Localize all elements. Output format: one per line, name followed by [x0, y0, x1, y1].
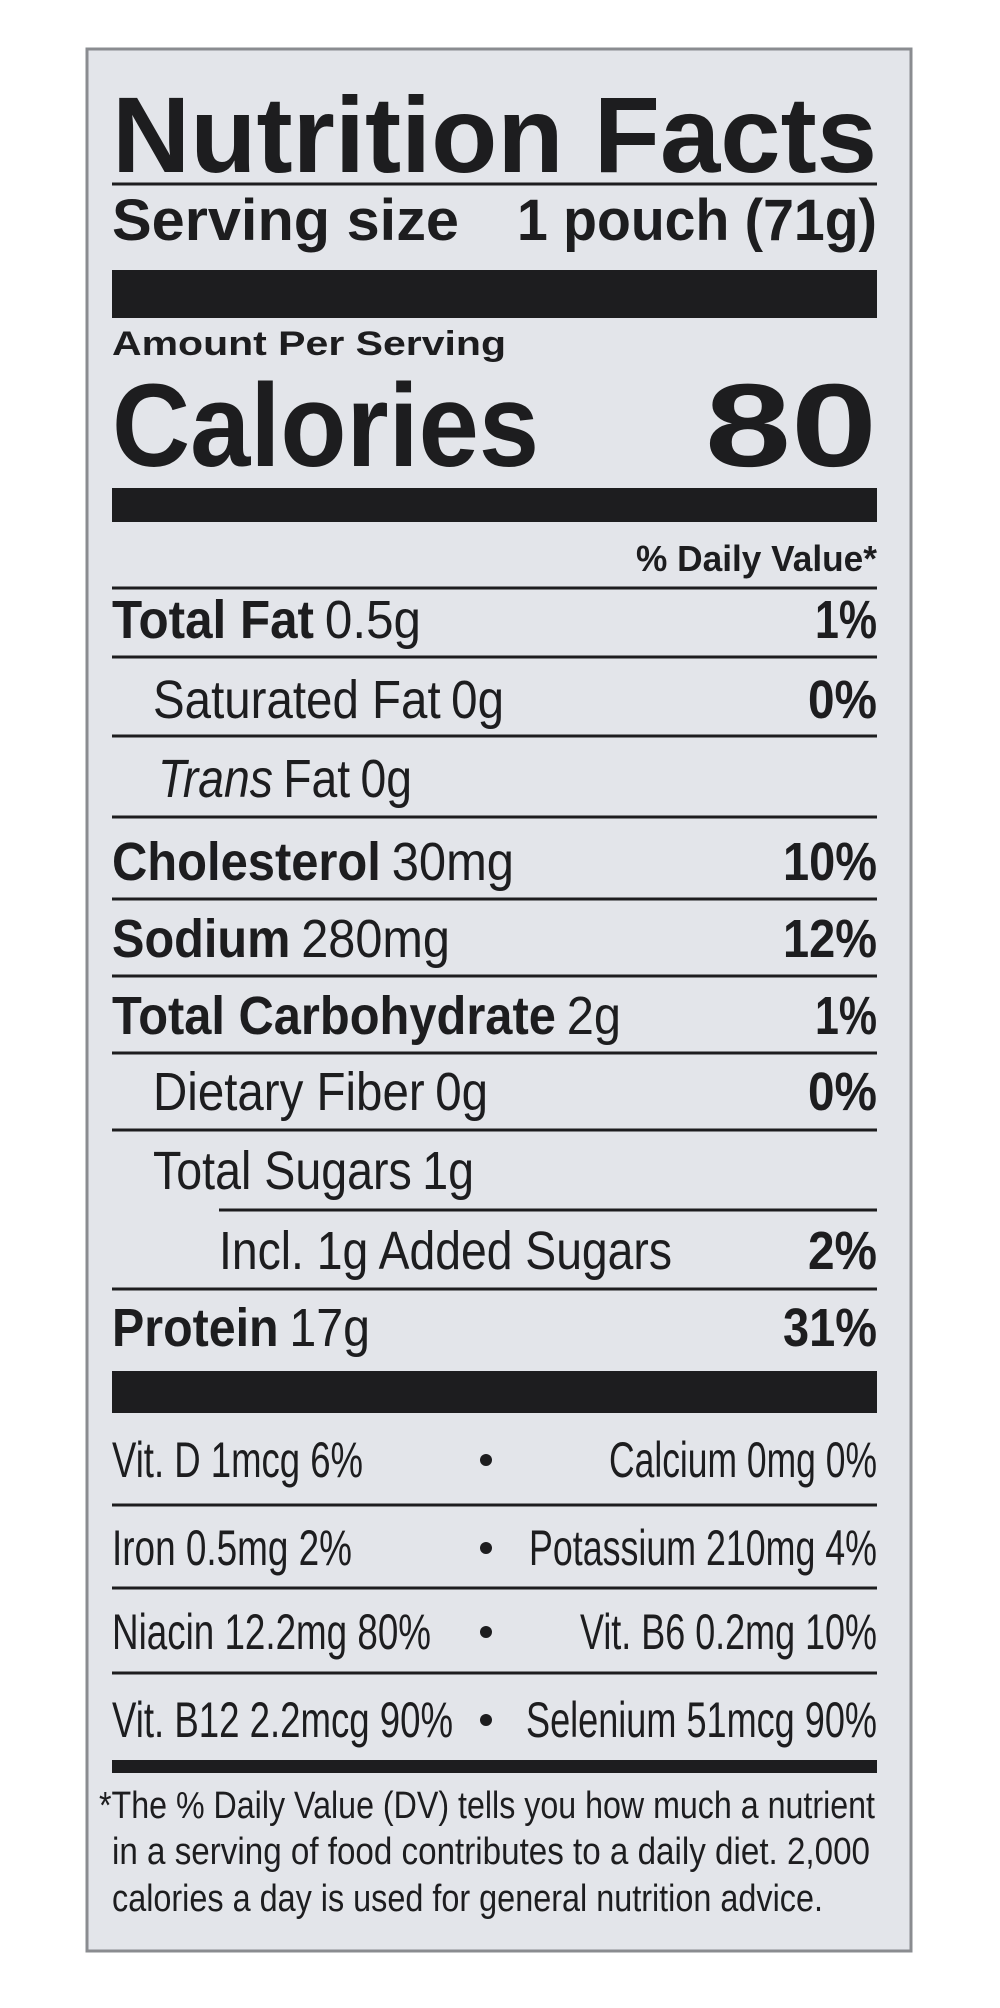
nutrient-dv: 31%	[783, 1298, 877, 1358]
footnote-line: *The % Daily Value (DV) tells you how mu…	[99, 1785, 875, 1827]
vitamin-left: Vit. D 1mcg 6%	[112, 1432, 363, 1488]
nutrient-name-italic: Trans	[158, 749, 273, 809]
nutrient-amount: 0g	[435, 1062, 488, 1122]
bullet	[480, 1542, 492, 1554]
dv-header: % Daily Value*	[636, 538, 877, 579]
vitamin-right: Vit. B6 0.2mg 10%	[580, 1604, 877, 1660]
vitamin-right: Selenium 51mcg 90%	[526, 1692, 877, 1748]
nutrient-name: Total Carbohydrate	[112, 986, 556, 1046]
nutrient: Total Fat0.5g	[112, 590, 421, 650]
nutrient-name: Saturated Fat	[153, 670, 441, 730]
vitamin-right: Calcium 0mg 0%	[609, 1432, 877, 1488]
nutrient: Dietary Fiber0g	[153, 1062, 488, 1122]
footnote: *The % Daily Value (DV) tells you how mu…	[99, 1785, 875, 1920]
nutrient-amount: 0g	[451, 670, 504, 730]
calories-label: Calories	[112, 360, 539, 492]
vitamin-left: Iron 0.5mg 2%	[112, 1520, 352, 1576]
serving-value: 1 pouch (71g)	[517, 188, 877, 253]
nutrient-amount: 1g	[422, 1141, 474, 1201]
vitamin-left: Niacin 12.2mg 80%	[112, 1604, 431, 1660]
nutrient-dv: 0%	[808, 670, 877, 730]
footnote-line: calories a day is used for general nutri…	[112, 1878, 823, 1920]
nutrient-amount: 2g	[567, 986, 621, 1046]
nutrient-dv: 1%	[815, 590, 877, 650]
thin-bar	[112, 1760, 877, 1773]
nutrient-amount: 0g	[360, 749, 412, 809]
label-panel	[85, 47, 913, 1953]
nutrient-dv: 2%	[808, 1221, 877, 1281]
nutrient-amount: 30mg	[392, 832, 514, 892]
nutrient-amount: 17g	[289, 1298, 370, 1358]
medium-bar	[112, 488, 877, 522]
nutrient-name: Total Sugars	[153, 1141, 412, 1201]
amount-per-serving: Amount Per Serving	[112, 325, 506, 363]
vitamin-rows: Vit. D 1mcg 6% Calcium 0mg 0% Iron 0.5mg…	[112, 1432, 877, 1748]
nutrient: Saturated Fat0g	[153, 670, 504, 730]
footnote-line: in a serving of food contributes to a da…	[112, 1831, 870, 1873]
nutrient-name: Fat	[283, 749, 350, 809]
nutrient-name: Incl. 1g Added Sugars	[219, 1221, 672, 1281]
nutrient-rows: Total Fat0.5g 1% Saturated Fat0g 0% Tran…	[112, 590, 877, 1358]
nutrient: Cholesterol30mg	[112, 832, 514, 892]
nutrient-amount: 0.5g	[325, 590, 421, 650]
vitamin-right: Potassium 210mg 4%	[529, 1520, 877, 1576]
nutrient: Sodium280mg	[112, 909, 450, 969]
nutrient-dv: 12%	[783, 909, 877, 969]
nutrient-dv: 1%	[815, 986, 877, 1046]
bullet	[480, 1626, 492, 1638]
nutrient-dv: 0%	[808, 1062, 877, 1122]
vitamin-left: Vit. B12 2.2mcg 90%	[112, 1692, 453, 1748]
title: Nutrition Facts	[112, 74, 877, 195]
thick-bar	[112, 270, 877, 318]
bullet	[480, 1454, 492, 1466]
nutrient-name: Protein	[112, 1298, 279, 1358]
nutrient: Total Carbohydrate2g	[112, 986, 621, 1046]
nutrient-name: Sodium	[112, 909, 290, 969]
serving-label: Serving size	[112, 188, 459, 253]
nutrient-amount: 280mg	[301, 909, 450, 969]
nutrient-dv: 10%	[783, 832, 877, 892]
calories-value: 80	[705, 360, 877, 492]
nutrient: Protein17g	[112, 1298, 370, 1358]
bullet	[480, 1714, 492, 1726]
nutrient-name: Cholesterol	[112, 832, 381, 892]
nutrient: Total Sugars1g	[153, 1141, 474, 1201]
nutrient-name: Dietary Fiber	[153, 1062, 425, 1122]
thick-bar	[112, 1371, 877, 1413]
nutrient: TransFat0g	[158, 749, 412, 809]
nutrient-name: Total Fat	[112, 590, 314, 650]
